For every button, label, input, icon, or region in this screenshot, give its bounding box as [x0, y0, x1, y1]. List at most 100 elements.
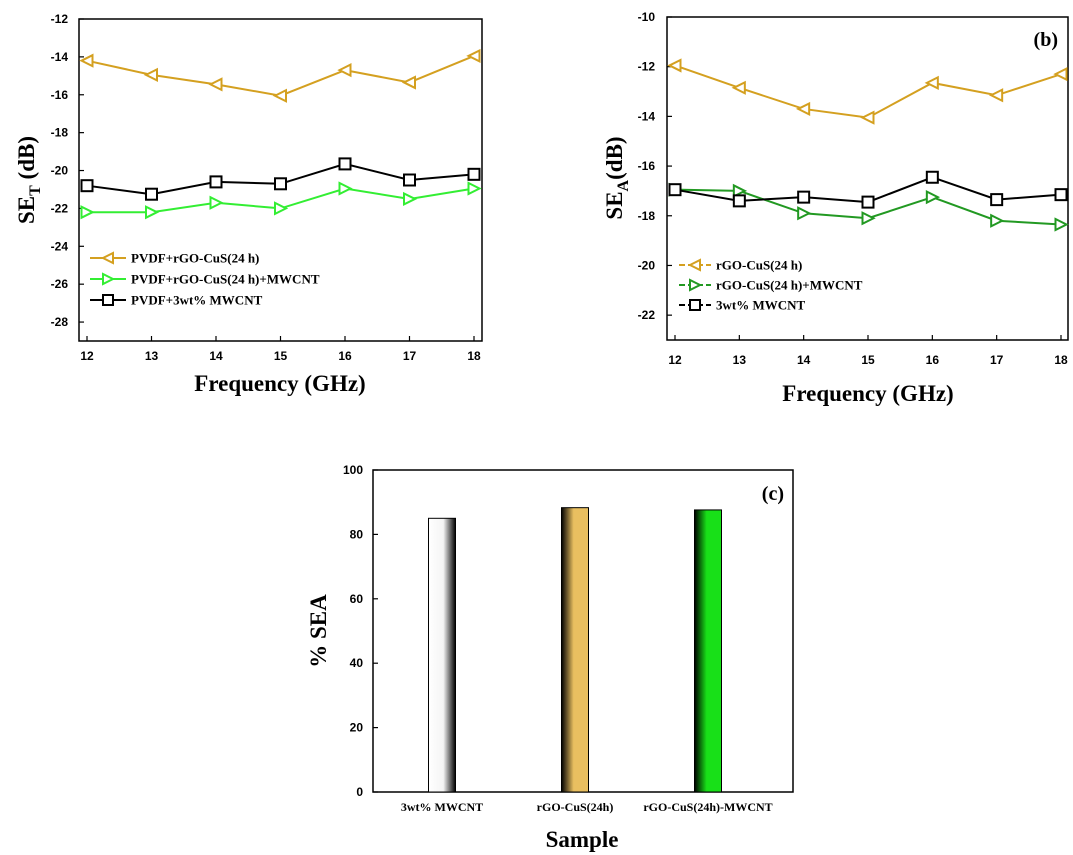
x-ticks-b: 12 13 14 15 16 17 18 [668, 335, 1068, 367]
x-axis-title-b: Frequency (GHz) [782, 381, 953, 406]
legend-label: PVDF+rGO-CuS(24 h)+MWCNT [131, 272, 320, 287]
y-axis-title-a: SET (dB) [14, 136, 44, 224]
y-axis-title-a-main: SE [14, 196, 39, 224]
data-point [668, 183, 682, 197]
x-tick-label: 18 [1054, 353, 1068, 367]
x-tick-label: 16 [926, 353, 940, 367]
legend-label: PVDF+rGO-CuS(24 h) [131, 251, 259, 266]
category-label: 3wt% MWCNT [401, 800, 483, 814]
category-label: rGO-CuS(24h)-MWCNT [643, 800, 772, 814]
data-point [143, 67, 158, 82]
data-point [80, 205, 95, 220]
data-point [208, 77, 223, 92]
y-tick-label: -24 [51, 239, 69, 253]
legend-marker [689, 299, 701, 311]
data-point [988, 88, 1004, 103]
data-point [861, 195, 875, 209]
data-point [403, 173, 416, 187]
data-point [797, 190, 811, 204]
data-point [403, 191, 418, 207]
x-tick-label: 12 [80, 349, 94, 363]
x-tick-label: 15 [274, 349, 288, 363]
data-point [925, 170, 939, 184]
legend-marker [102, 294, 114, 306]
legend-marker [102, 272, 116, 286]
data-point [80, 179, 94, 193]
y-tick-label: 20 [350, 721, 364, 735]
chart-panel-c: 0 20 40 60 80 100 3wt% MWCNT rGO-CuS(24h) rGO-C… [306, 463, 794, 852]
x-tick-label: 18 [467, 349, 481, 363]
y-tick-label: -16 [638, 159, 656, 173]
y-tick-label: 0 [356, 785, 363, 799]
y-tick-label: -26 [51, 277, 69, 291]
y-axis-title-b-rest: (dB) [602, 136, 627, 179]
x-tick-label: 17 [990, 353, 1004, 367]
data-point [1053, 67, 1068, 82]
y-tick-label: 100 [343, 463, 363, 477]
category-label: rGO-CuS(24h) [537, 800, 614, 814]
x-tick-label: 12 [668, 353, 682, 367]
y-tick-label: -18 [51, 126, 69, 140]
data-point [466, 48, 481, 64]
legend-b: rGO-CuS(24 h) rGO-CuS(24 h)+MWCNT 3wt% MWC… [679, 258, 863, 313]
data-point [467, 167, 481, 181]
x-axis-title-c: Sample [546, 827, 619, 852]
legend-label: rGO-CuS(24 h)+MWCNT [716, 278, 863, 293]
data-point [274, 201, 289, 216]
data-point [1054, 217, 1069, 232]
data-point [924, 75, 939, 90]
bar-0 [428, 517, 456, 793]
data-point [667, 58, 682, 73]
chart-panel-b: -10 -12 -14 -16 -18 -20 -22 12 13 14 15 16 17 18 rGO… [602, 10, 1069, 406]
legend-label: rGO-CuS(24 h) [716, 258, 802, 273]
x-tick-label: 17 [403, 349, 417, 363]
y-tick-label: -20 [51, 164, 69, 178]
data-point [795, 101, 811, 117]
legend-marker [689, 278, 703, 292]
panel-label-b: (b) [1034, 29, 1058, 51]
data-point [145, 187, 158, 201]
data-point [732, 183, 748, 199]
bar-2 [694, 509, 722, 793]
y-axis-title-a-rest: (dB) [14, 136, 39, 185]
y-tick-label: -14 [638, 109, 656, 123]
y-tick-label: -16 [51, 88, 69, 102]
bar-1 [561, 507, 589, 793]
data-point [861, 211, 876, 226]
y-tick-label: -18 [638, 209, 656, 223]
x-tick-label: 14 [797, 353, 811, 367]
data-point [209, 195, 224, 210]
x-tick-label: 14 [209, 349, 223, 363]
chart-panel-a: -12 -14 -16 -18 -20 -22 -24 -26 -28 12 13 14 15 16 17… [14, 12, 483, 396]
data-point [272, 88, 287, 103]
x-axis-title-a: Frequency (GHz) [194, 371, 365, 396]
data-point [209, 175, 223, 189]
x-tick-label: 13 [733, 353, 747, 367]
y-tick-label: 40 [350, 656, 364, 670]
data-point [860, 110, 875, 125]
y-ticks-c: 0 20 40 60 80 100 [343, 463, 378, 799]
data-point [925, 190, 941, 205]
data-point [990, 213, 1005, 228]
panel-label-c: (c) [762, 483, 784, 505]
category-labels-c: 3wt% MWCNT rGO-CuS(24h) rGO-CuS(24h)-MWCNT [401, 800, 773, 814]
y-tick-label: -12 [51, 12, 69, 26]
y-ticks-b: -10 -12 -14 -16 -18 -20 -22 [638, 10, 672, 322]
y-tick-label: -14 [51, 50, 69, 64]
data-point [1054, 188, 1068, 202]
legend-marker [100, 251, 114, 265]
series-a [79, 48, 482, 220]
x-tick-label: 16 [338, 349, 352, 363]
series-b [667, 58, 1069, 232]
y-axis-title-b-sub: A [615, 179, 632, 191]
y-tick-label: -10 [638, 10, 656, 24]
data-point [337, 63, 352, 78]
y-axis-title-a-sub: T [27, 185, 44, 196]
y-tick-label: -22 [51, 201, 69, 215]
data-point [274, 177, 287, 191]
data-point [338, 157, 352, 171]
data-point [79, 53, 94, 68]
y-axis-title-c: % SEA [306, 594, 331, 668]
y-tick-label: -20 [638, 258, 656, 272]
